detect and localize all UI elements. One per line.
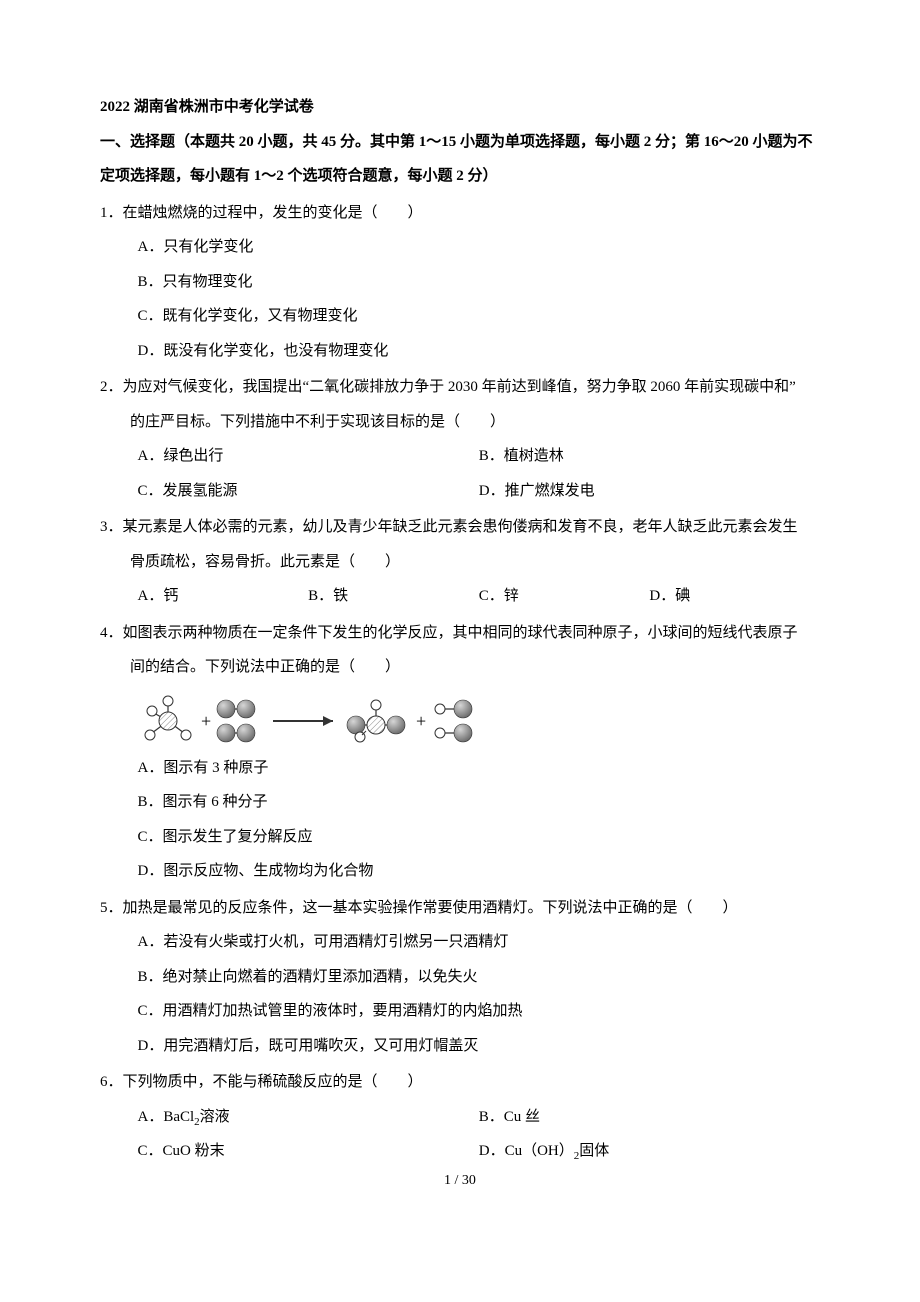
q4-opt-d: D．图示反应物、生成物均为化合物	[138, 854, 821, 889]
q5-opt-b: B．绝对禁止向燃着的酒精灯里添加酒精，以免失火	[138, 960, 821, 995]
q6-a-post: 溶液	[200, 1109, 230, 1125]
exam-title: 2022 湖南省株洲市中考化学试卷	[100, 90, 820, 125]
q6-options: A．BaCl2溶液 B．Cu 丝 C．CuO 粉末 D．Cu（OH）2固体	[100, 1100, 820, 1169]
question-4: 4．如图表示两种物质在一定条件下发生的化学反应，其中相同的球代表同种原子，小球间…	[100, 616, 820, 889]
section-heading: 一、选择题（本题共 20 小题，共 45 分。其中第 1～15 小题为单项选择题…	[100, 125, 820, 194]
q4-opt-a: A．图示有 3 种原子	[138, 751, 821, 786]
q5-stem: 5．加热是最常见的反应条件，这一基本实验操作常要使用酒精灯。下列说法中正确的是（…	[100, 891, 820, 926]
q4-opt-c: C．图示发生了复分解反应	[138, 820, 821, 855]
q1-options: A．只有化学变化 B．只有物理变化 C．既有化学变化，又有物理变化 D．既没有化…	[100, 230, 820, 368]
q4-options: A．图示有 3 种原子 B．图示有 6 种分子 C．图示发生了复分解反应 D．图…	[100, 751, 820, 889]
q3-opt-c: C．锌	[479, 579, 650, 614]
q6-d-post: 固体	[579, 1143, 609, 1159]
q1-opt-c: C．既有化学变化，又有物理变化	[138, 299, 821, 334]
q6-stem: 6．下列物质中，不能与稀硫酸反应的是（ ）	[100, 1065, 820, 1100]
q5-opt-c: C．用酒精灯加热试管里的液体时，要用酒精灯的内焰加热	[138, 994, 821, 1029]
q1-opt-b: B．只有物理变化	[138, 265, 821, 300]
q2-opt-a: A．绿色出行	[138, 439, 479, 474]
question-1: 1．在蜡烛燃烧的过程中，发生的变化是（ ） A．只有化学变化 B．只有物理变化 …	[100, 196, 820, 369]
q3-stem-line2: 骨质疏松，容易骨折。此元素是（ ）	[100, 545, 820, 580]
q6-opt-b: B．Cu 丝	[479, 1100, 820, 1135]
q2-stem-line2: 的庄严目标。下列措施中不利于实现该目标的是（ ）	[100, 405, 820, 440]
question-6: 6．下列物质中，不能与稀硫酸反应的是（ ） A．BaCl2溶液 B．Cu 丝 C…	[100, 1065, 820, 1169]
q2-stem-line1: 2．为应对气候变化，我国提出“二氧化碳排放力争于 2030 年前达到峰值，努力争…	[100, 370, 820, 405]
q2-options: A．绿色出行 B．植树造林 C．发展氢能源 D．推广燃煤发电	[100, 439, 820, 508]
question-2: 2．为应对气候变化，我国提出“二氧化碳排放力争于 2030 年前达到峰值，努力争…	[100, 370, 820, 508]
svg-text:+: +	[416, 711, 426, 731]
q6-opt-d: D．Cu（OH）2固体	[479, 1134, 820, 1169]
question-3: 3．某元素是人体必需的元素，幼儿及青少年缺乏此元素会患佝偻病和发育不良，老年人缺…	[100, 510, 820, 614]
q4-stem-line1: 4．如图表示两种物质在一定条件下发生的化学反应，其中相同的球代表同种原子，小球间…	[100, 616, 820, 651]
svg-text:+: +	[201, 711, 211, 731]
q5-options: A．若没有火柴或打火机，可用酒精灯引燃另一只酒精灯 B．绝对禁止向燃着的酒精灯里…	[100, 925, 820, 1063]
q4-opt-b: B．图示有 6 种分子	[138, 785, 821, 820]
q2-opt-b: B．植树造林	[479, 439, 820, 474]
q1-stem: 1．在蜡烛燃烧的过程中，发生的变化是（ ）	[100, 196, 820, 231]
q3-opt-b: B．铁	[308, 579, 479, 614]
q1-opt-d: D．既没有化学变化，也没有物理变化	[138, 334, 821, 369]
q3-opt-d: D．碘	[649, 579, 820, 614]
q3-options: A．钙 B．铁 C．锌 D．碘	[100, 579, 820, 614]
question-5: 5．加热是最常见的反应条件，这一基本实验操作常要使用酒精灯。下列说法中正确的是（…	[100, 891, 820, 1064]
q2-opt-c: C．发展氢能源	[138, 474, 479, 509]
q1-opt-a: A．只有化学变化	[138, 230, 821, 265]
q6-d-pre: D．Cu（OH）	[479, 1143, 574, 1159]
q4-reaction-diagram: + +	[100, 691, 820, 749]
page-number: 1 / 30	[100, 1173, 820, 1190]
q2-opt-d: D．推广燃煤发电	[479, 474, 820, 509]
q5-opt-d: D．用完酒精灯后，既可用嘴吹灭，又可用灯帽盖灭	[138, 1029, 821, 1064]
q3-opt-a: A．钙	[138, 579, 309, 614]
q3-stem-line1: 3．某元素是人体必需的元素，幼儿及青少年缺乏此元素会患佝偻病和发育不良，老年人缺…	[100, 510, 820, 545]
q6-a-pre: A．BaCl	[138, 1109, 195, 1125]
q5-opt-a: A．若没有火柴或打火机，可用酒精灯引燃另一只酒精灯	[138, 925, 821, 960]
q6-opt-c: C．CuO 粉末	[138, 1134, 479, 1169]
q4-stem-line2: 间的结合。下列说法中正确的是（ ）	[100, 650, 820, 685]
q6-opt-a: A．BaCl2溶液	[138, 1100, 479, 1135]
